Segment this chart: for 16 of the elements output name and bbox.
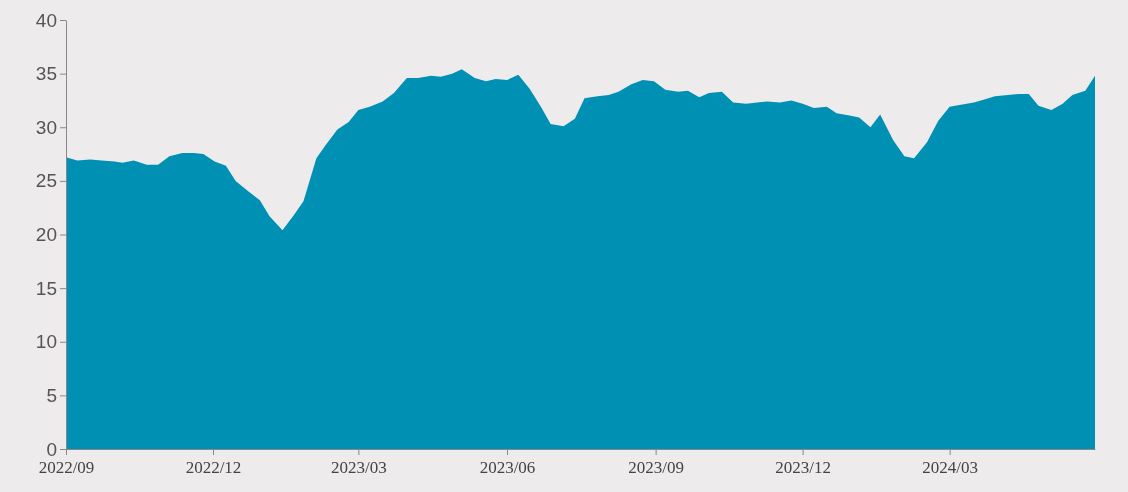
- y-tick-label: 25: [35, 170, 57, 192]
- x-tick-label: 2023/09: [628, 458, 684, 478]
- x-tick-label: 2023/03: [331, 458, 387, 478]
- x-tick-label: 2022/12: [185, 458, 242, 478]
- x-tick-label: 2023/06: [479, 458, 536, 478]
- y-tick-label: 0: [46, 438, 57, 460]
- y-tick-label: 10: [35, 331, 57, 353]
- y-tick-label: 40: [35, 9, 57, 31]
- y-tick-label: 20: [35, 224, 57, 246]
- y-tick-label: 5: [46, 384, 57, 406]
- y-tick-label: 35: [35, 63, 57, 85]
- y-tick-label: 15: [35, 277, 57, 299]
- y-tick-label: 30: [35, 116, 57, 138]
- x-tick-label: 2024/03: [922, 458, 978, 478]
- x-tick-label: 2023/12: [775, 458, 831, 478]
- x-tick-label: 2022/09: [38, 458, 95, 478]
